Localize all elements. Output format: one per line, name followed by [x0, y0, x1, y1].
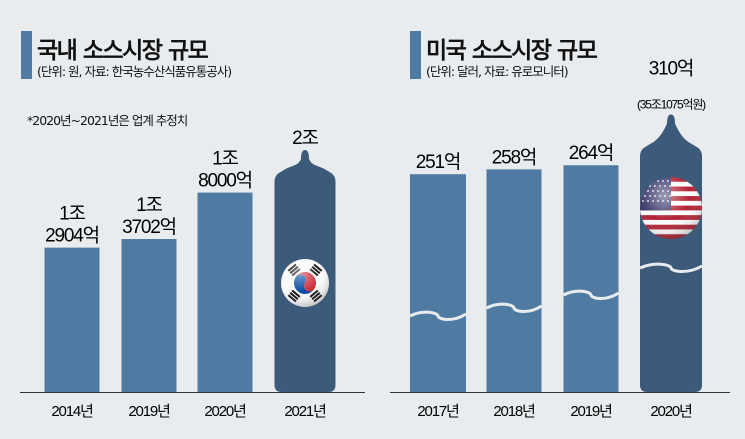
x-tick-label: 2019년: [128, 403, 170, 420]
bar-2018년: [486, 169, 542, 392]
estimate-note: *2020년~2021년은 업계 추정치: [27, 113, 188, 128]
x-tick-label: 2019년: [570, 403, 612, 420]
value-label: 264억: [569, 142, 613, 164]
value-label: 8000억: [198, 170, 252, 192]
x-tick-label: 2018년: [493, 403, 535, 420]
value-label: 258억: [492, 146, 536, 168]
title-accent-bar: [410, 31, 421, 79]
value-label: 1조: [136, 195, 162, 216]
x-tick-label: 2020년: [204, 403, 246, 420]
axis-break-wave: [409, 310, 467, 321]
value-label: 251억: [416, 151, 460, 173]
usa-flag-icon: [640, 177, 702, 239]
bar-2019년: [121, 239, 177, 392]
value-label: 1조: [59, 204, 85, 225]
bar-2020년: [197, 192, 253, 392]
x-tick-label: 2020년: [650, 403, 692, 420]
korea-flag-icon: [281, 259, 329, 307]
axis-break-wave: [562, 289, 620, 300]
value-label: 3702억: [122, 216, 176, 238]
x-tick-label: 2014년: [51, 403, 93, 420]
axis-break-wave: [485, 302, 543, 313]
title-accent-bar: [21, 31, 32, 79]
bar-2017년: [410, 174, 466, 392]
value-label: 2904억: [45, 225, 99, 247]
chart-title: 미국 소스시장 규모: [426, 38, 598, 64]
korea-panel: 국내 소스시장 규모 (단위: 원, 자료: 한국농수산식품유통공사) *202…: [21, 31, 232, 128]
x-tick-label: 2021년: [284, 403, 326, 420]
value-label: 2조: [292, 128, 318, 149]
chart-title: 국내 소스시장 규모: [37, 38, 209, 64]
axis-break-wave: [639, 262, 703, 273]
x-tick-label: 2017년: [417, 403, 459, 420]
bar-bottle-2020년: [640, 114, 702, 392]
chart-subtitle: (단위: 달러, 자료: 유로모니터): [426, 64, 569, 79]
value-label: 310억: [649, 58, 693, 80]
chart-subtitle: (단위: 원, 자료: 한국농수산식품유통공사): [37, 64, 232, 79]
bar-2014년: [44, 247, 100, 392]
value-label: (35조1075억원): [637, 98, 706, 112]
bar-2019년: [563, 165, 619, 392]
usa-panel: 미국 소스시장 규모 (단위: 달러, 자료: 유로모니터): [380, 0, 745, 439]
value-label: 1조: [212, 149, 238, 170]
